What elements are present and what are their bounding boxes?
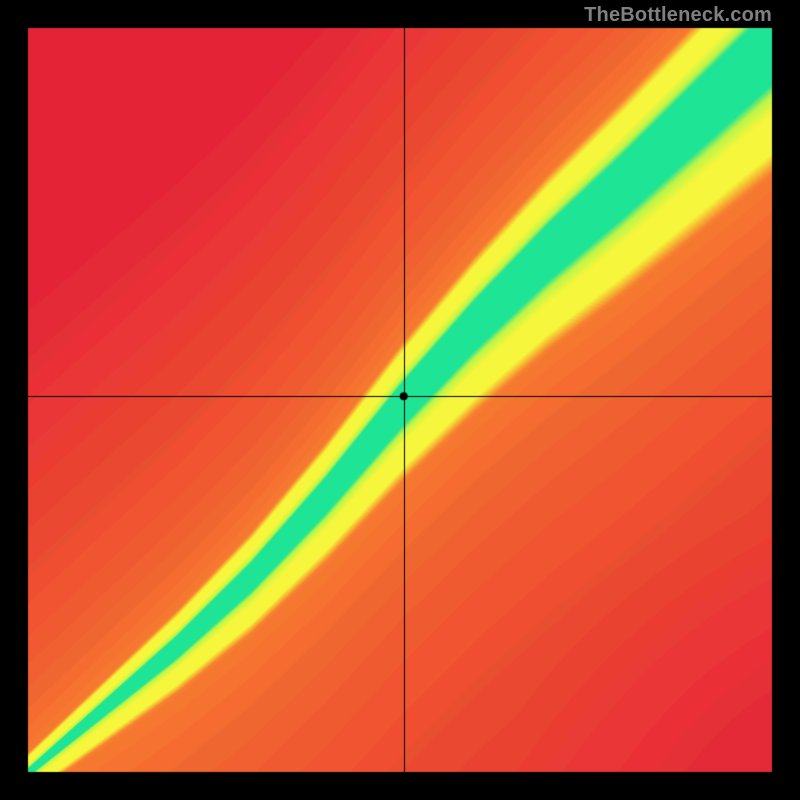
crosshair-overlay-canvas <box>0 0 800 800</box>
watermark-text: TheBottleneck.com <box>584 4 772 27</box>
chart-container: TheBottleneck.com <box>0 0 800 800</box>
